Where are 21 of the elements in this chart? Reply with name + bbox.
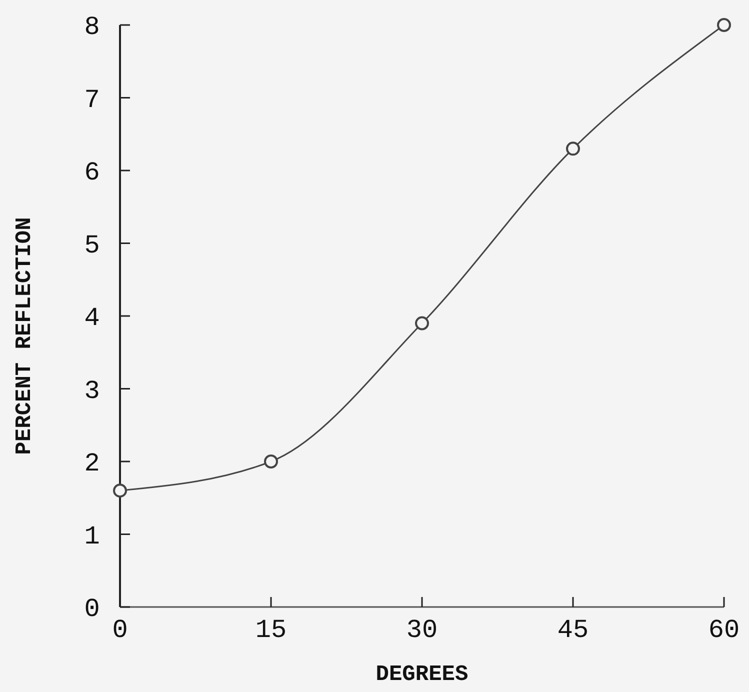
- y-tick-label: 8: [84, 12, 100, 42]
- y-tick-label: 0: [84, 594, 100, 624]
- y-tick-label: 5: [84, 230, 100, 260]
- y-tick-label: 3: [84, 376, 100, 406]
- y-tick-label: 2: [84, 448, 100, 478]
- x-tick-label: 0: [112, 615, 128, 645]
- x-axis-title: DEGREES: [376, 662, 468, 687]
- y-axis-title: PERCENT REFLECTION: [12, 217, 37, 455]
- point: [113, 484, 127, 498]
- point: [717, 18, 731, 32]
- y-tick-label: 7: [84, 84, 100, 115]
- x-tick-label: 15: [255, 615, 287, 645]
- y-tick-label: 1: [84, 521, 100, 552]
- y-tick-label: 4: [84, 303, 100, 333]
- point: [264, 454, 278, 468]
- x-tick-label: 45: [557, 615, 589, 645]
- y-tick-label: 6: [84, 158, 100, 188]
- point: [415, 316, 429, 330]
- x-tick-label: 60: [708, 615, 740, 645]
- point: [566, 142, 580, 156]
- x-tick-label: 30: [406, 615, 438, 645]
